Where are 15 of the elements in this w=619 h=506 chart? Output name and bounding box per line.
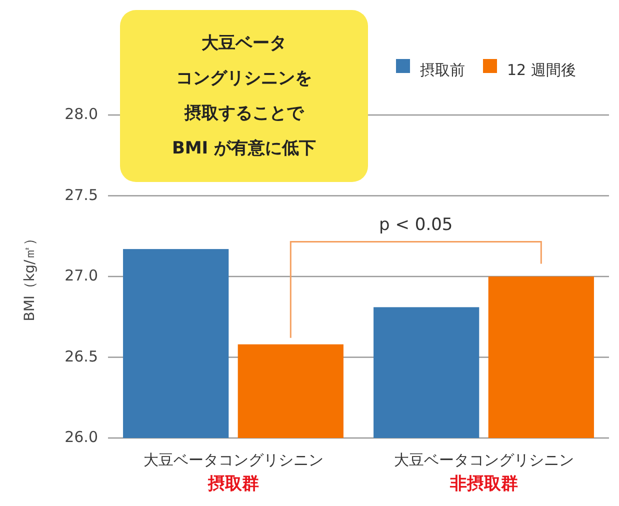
annotation: BMI が有意に低下 (172, 138, 316, 159)
legend-label: 12 週間後 (507, 61, 576, 80)
y-tick-label: 27.5 (64, 186, 98, 204)
y-tick-label: 26.0 (64, 428, 98, 446)
y-tick-label: 27.0 (64, 266, 98, 285)
legend-label: 摂取前 (420, 61, 465, 80)
annotation: p < 0.05 (379, 214, 453, 235)
annotation: 摂取することで (184, 104, 304, 124)
text: 大豆ベータ (202, 34, 286, 54)
text: コングリシニンを (176, 68, 312, 89)
x-tick-label: 大豆ベータコングリシニン非摂取群 (394, 451, 574, 494)
x-tick-label: 大豆ベータコングリシニン摂取群 (143, 451, 324, 494)
y-tick-label: 26.5 (64, 347, 98, 366)
y-tick-label: 28.0 (64, 105, 98, 124)
y-axis-title: BMI（kg/㎡） (22, 232, 38, 322)
